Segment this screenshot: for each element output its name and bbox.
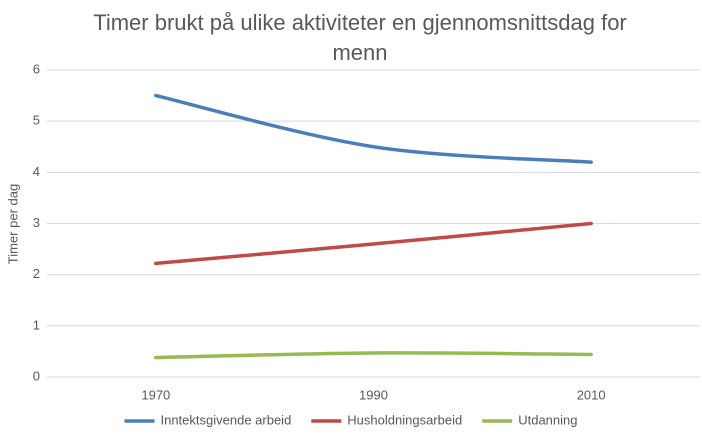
y-tick-label: 2 xyxy=(33,266,40,281)
series-line xyxy=(154,351,593,360)
x-tick-label: 1970 xyxy=(141,387,170,402)
legend-label: Inntektsgivende arbeid xyxy=(160,412,291,427)
y-tick-label: 1 xyxy=(33,317,40,332)
x-tick-label: 1990 xyxy=(359,387,388,402)
y-tick-label: 3 xyxy=(33,215,40,230)
y-tick-label: 6 xyxy=(33,61,40,76)
legend-label: Utdanning xyxy=(518,412,577,427)
y-tick-label: 0 xyxy=(33,368,40,383)
y-axis-label: Timer per dag xyxy=(5,184,20,264)
series-line xyxy=(154,221,593,266)
legend-label: Husholdningsarbeid xyxy=(347,412,462,427)
series-line xyxy=(154,93,593,164)
y-tick-label: 5 xyxy=(33,113,40,128)
y-tick-label: 4 xyxy=(33,164,40,179)
x-tick-label: 2010 xyxy=(577,387,606,402)
chart-title: Timer brukt på ulike aktiviteter en gjen… xyxy=(93,10,627,65)
